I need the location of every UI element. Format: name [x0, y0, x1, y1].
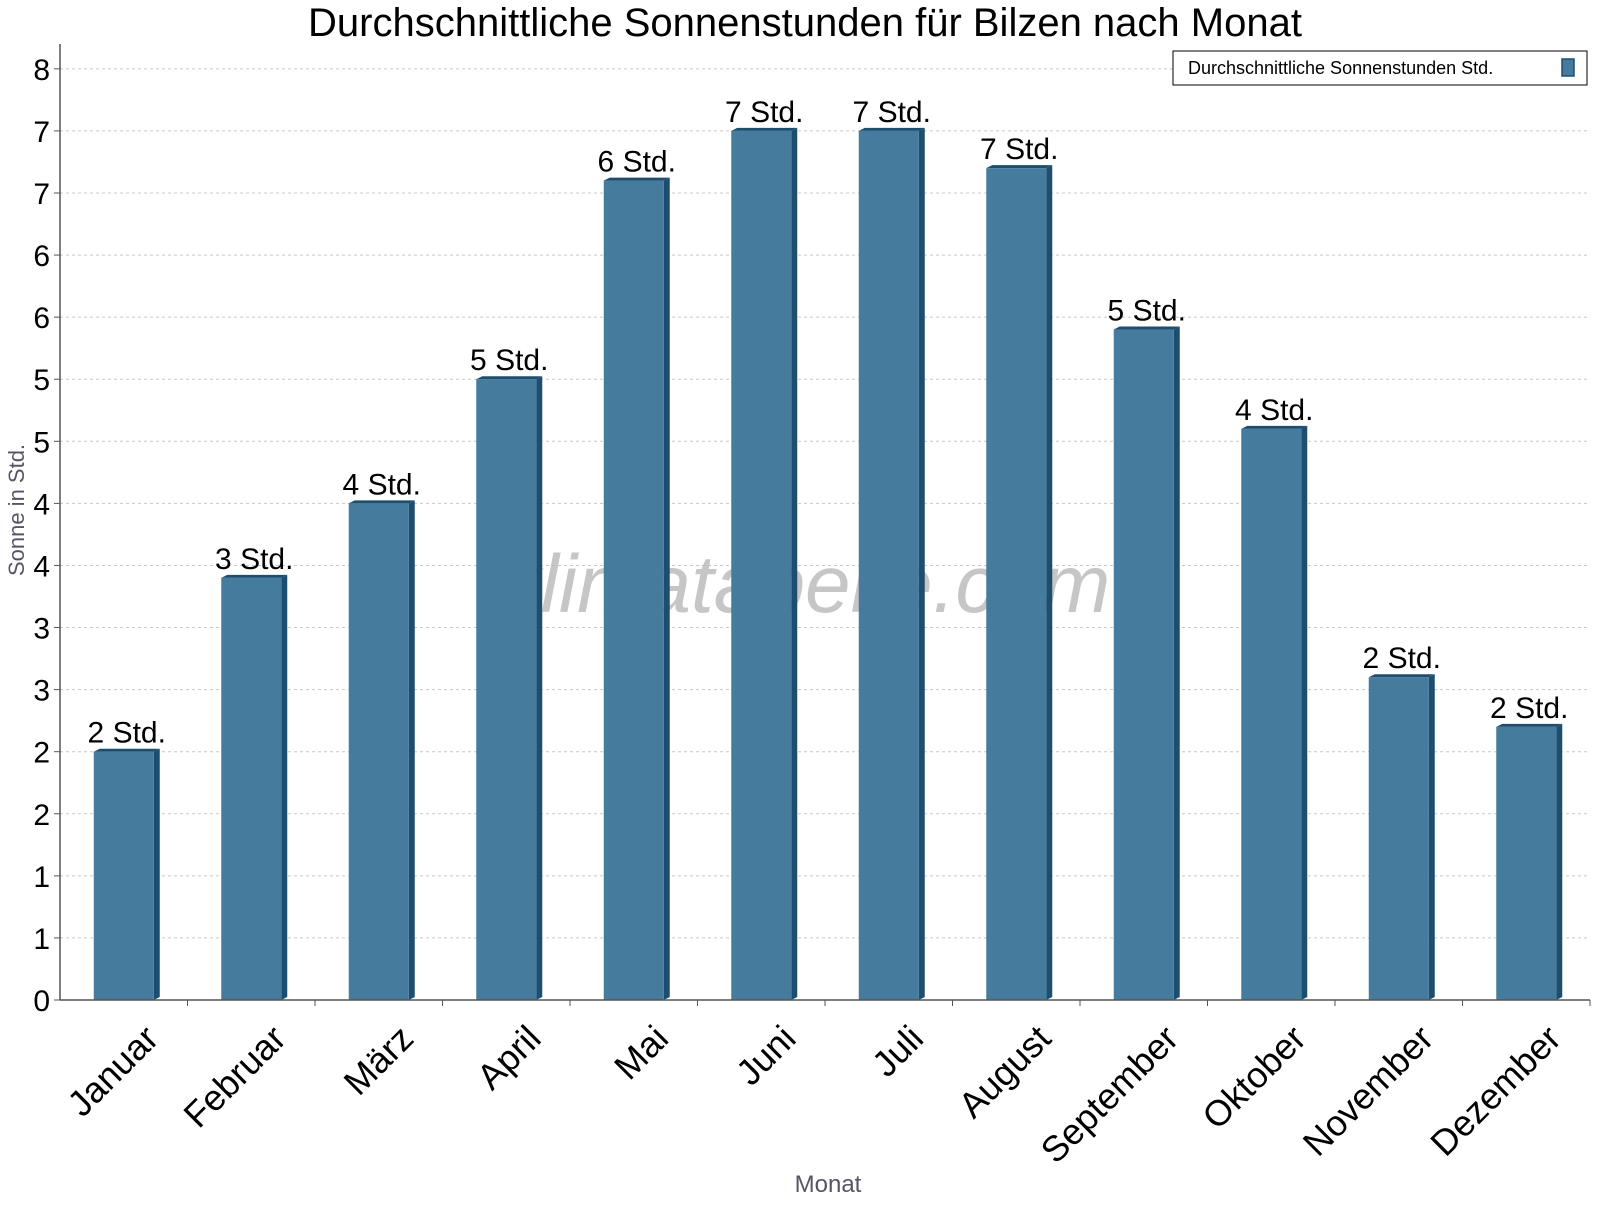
y-tick-label: 4	[33, 550, 50, 583]
legend: Durchschnittliche Sonnenstunden Std.	[1172, 50, 1588, 86]
bar-side	[536, 376, 543, 1000]
y-tick-label: 0	[33, 985, 50, 1018]
data-label: 4 Std.	[1235, 394, 1313, 427]
x-tick-label: Juni	[728, 1017, 804, 1093]
bar-side	[1428, 674, 1435, 1000]
x-axis-ticks: Januar Februar März April Mai Juni Juli AugustS…	[59, 1000, 1591, 1171]
bar-top	[1368, 674, 1435, 678]
bar	[1496, 726, 1557, 1000]
bar-top	[221, 574, 288, 578]
x-tick-label: September	[1033, 1017, 1187, 1171]
bar	[603, 180, 664, 1001]
bar-top	[93, 748, 160, 752]
bar-top	[1113, 326, 1180, 330]
y-axis-ticks: 0 1 1 2 2 3 3 4 4 5 5 6 6 7 7 8	[33, 54, 60, 1018]
x-tick-label: Januar	[59, 1017, 166, 1124]
y-tick-label: 5	[33, 364, 50, 397]
data-label: 2 Std.	[88, 717, 166, 750]
y-tick-label: 1	[33, 861, 50, 894]
x-tick-label: Dezember	[1422, 1017, 1568, 1163]
bar-top	[603, 177, 670, 181]
y-tick-label: 1	[33, 923, 50, 956]
legend-swatch	[1561, 58, 1575, 77]
y-tick-label: 3	[33, 613, 50, 646]
bar-side	[1173, 326, 1180, 1000]
y-tick-label: 3	[33, 675, 50, 708]
data-label: 7 Std.	[980, 133, 1058, 166]
x-tick-label: Mai	[606, 1017, 676, 1087]
x-tick-label: November	[1295, 1017, 1441, 1163]
y-tick-label: 5	[33, 426, 50, 459]
grid-lines	[60, 68, 1590, 939]
bar	[1113, 329, 1174, 1000]
bar-side	[918, 127, 925, 1001]
bar-top	[1496, 723, 1563, 727]
bar-side	[1556, 723, 1563, 1000]
data-label: 2 Std.	[1490, 692, 1568, 725]
bar-side	[408, 500, 415, 1000]
axes	[59, 44, 1590, 1001]
bar-side	[1301, 425, 1308, 1000]
x-tick-label: August	[950, 1017, 1058, 1125]
y-tick-label: 4	[33, 488, 50, 521]
bar-top	[348, 500, 415, 504]
bar	[986, 168, 1047, 1001]
bar-side	[153, 748, 160, 1000]
data-label: 2 Std.	[1363, 642, 1441, 675]
bar-side	[791, 127, 798, 1001]
x-tick-label: März	[336, 1017, 422, 1103]
x-tick-label: April	[469, 1017, 549, 1097]
bar-top	[858, 127, 925, 131]
data-label: 7 Std.	[853, 96, 931, 129]
y-tick-label: 6	[33, 302, 50, 335]
bar	[858, 130, 919, 1001]
y-tick-label: 2	[33, 737, 50, 770]
y-axis-title: Sonne in Std.	[4, 444, 29, 576]
data-label: 7 Std.	[725, 96, 803, 129]
bar-side	[1046, 165, 1053, 1001]
bar	[1368, 677, 1429, 1000]
y-tick-label: 2	[33, 799, 50, 832]
bar	[93, 751, 154, 1000]
bar-top	[1241, 425, 1308, 429]
bar	[348, 503, 409, 1000]
bar	[1241, 428, 1302, 1000]
bar	[221, 577, 282, 1000]
data-label: 6 Std.	[598, 146, 676, 179]
legend-label: Durchschnittliche Sonnenstunden Std.	[1188, 58, 1493, 78]
data-label: 5 Std.	[470, 344, 548, 377]
x-tick-label: Februar	[175, 1017, 293, 1135]
bar-side	[663, 177, 670, 1001]
y-tick-label: 6	[33, 240, 50, 273]
bar	[476, 379, 537, 1000]
x-axis-title: Monat	[795, 1171, 862, 1198]
data-label: 4 Std.	[343, 468, 421, 501]
data-labels: 2 Std. 3 Std. 4 Std. 5 Std. 6 Std. 7 Std. 7 St…	[88, 96, 1569, 750]
chart-title: Durchschnittliche Sonnenstunden für Bilz…	[308, 1, 1302, 45]
bar-top	[986, 165, 1053, 169]
y-tick-label: 7	[33, 116, 50, 149]
data-label: 5 Std.	[1108, 295, 1186, 328]
y-tick-label: 7	[33, 178, 50, 211]
y-tick-label: 8	[33, 54, 50, 87]
bar-side	[281, 574, 288, 1000]
bar-top	[731, 127, 798, 131]
bar-top	[476, 376, 543, 380]
data-label: 3 Std.	[215, 543, 293, 576]
x-tick-label: Juli	[864, 1017, 931, 1084]
bar	[731, 130, 792, 1001]
bars	[93, 127, 1563, 1001]
x-tick-label: Oktober	[1194, 1017, 1314, 1137]
legend-box	[1172, 50, 1588, 86]
